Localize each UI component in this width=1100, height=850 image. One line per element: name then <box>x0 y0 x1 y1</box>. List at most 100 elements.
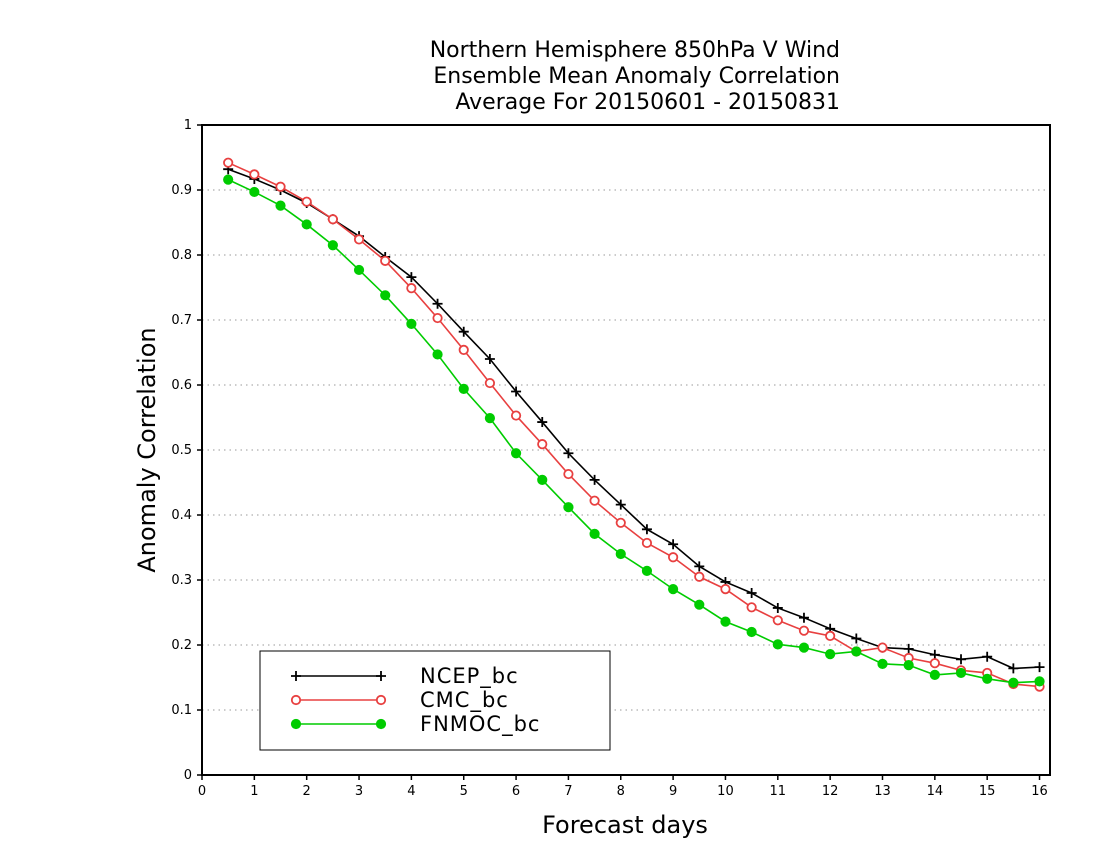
series-line <box>227 168 1040 670</box>
data-point <box>641 537 653 549</box>
x-tick-label: 0 <box>198 784 206 799</box>
data-point <box>223 157 234 168</box>
data-point <box>563 448 574 459</box>
data-point <box>615 517 626 528</box>
data-point <box>668 552 679 563</box>
series-ncep-bc <box>223 164 1045 674</box>
data-point <box>798 625 810 636</box>
x-tick-label: 1 <box>250 784 258 799</box>
data-point <box>746 602 757 613</box>
series-fnmoc-bc <box>223 174 1045 688</box>
data-point <box>1034 676 1045 687</box>
data-point <box>484 354 495 364</box>
data-point <box>825 630 836 642</box>
data-point <box>406 318 417 329</box>
data-point <box>249 169 260 180</box>
legend-marker <box>290 718 302 730</box>
data-point <box>353 264 365 276</box>
data-point <box>380 290 391 301</box>
x-tick-label: 9 <box>669 784 677 799</box>
data-point <box>589 528 600 539</box>
legend-label-ncep: NCEP_bc <box>420 664 519 689</box>
x-tick-label: 7 <box>564 784 572 799</box>
grid-lines <box>202 189 1050 711</box>
y-axis-title: Anomaly Correlation <box>133 327 161 572</box>
data-point <box>537 439 548 450</box>
y-tick-label: 0.1 <box>171 703 192 718</box>
data-point <box>484 413 496 424</box>
data-point <box>929 658 940 669</box>
data-point <box>877 642 888 653</box>
data-point <box>353 234 365 245</box>
chart-title-line-1: Northern Hemisphere 850hPa V Wind <box>430 38 840 63</box>
data-point <box>537 474 548 485</box>
data-point <box>458 326 469 337</box>
data-point <box>458 383 469 394</box>
data-point <box>641 524 652 535</box>
data-point <box>484 377 496 389</box>
data-point <box>798 612 809 623</box>
y-tick-label: 1 <box>184 118 192 133</box>
data-point <box>301 196 312 207</box>
x-tick-label: 12 <box>822 784 839 799</box>
data-point <box>982 673 993 684</box>
y-tick-label: 0.4 <box>171 508 192 523</box>
data-point <box>301 219 312 230</box>
data-point <box>1008 663 1019 674</box>
y-tick-label: 0.3 <box>171 573 192 588</box>
x-tick-label: 4 <box>407 784 415 799</box>
x-tick-label: 8 <box>617 784 625 799</box>
y-tick-label: 0.6 <box>171 378 192 393</box>
legend-marker <box>375 694 387 706</box>
data-point <box>432 349 443 360</box>
data-point <box>694 571 705 582</box>
data-point <box>668 539 679 550</box>
data-point <box>275 181 286 192</box>
series-cmc-bc <box>223 157 1045 692</box>
data-point <box>432 298 443 309</box>
legend-label-cmc: CMC_bc <box>420 688 509 713</box>
x-axis-title: Forecast days <box>542 811 708 839</box>
series-layer <box>223 157 1045 692</box>
x-tick-label: 3 <box>355 784 363 799</box>
x-tick-label: 16 <box>1031 784 1048 799</box>
data-point <box>380 255 391 266</box>
data-point <box>668 584 679 595</box>
data-point <box>615 548 626 560</box>
data-point <box>1034 662 1045 673</box>
x-tick-label: 13 <box>874 784 891 799</box>
data-point <box>641 565 653 577</box>
data-point <box>563 502 574 513</box>
data-point <box>510 410 522 421</box>
data-point <box>877 658 888 669</box>
legend-marker <box>376 671 386 681</box>
data-point <box>615 499 626 510</box>
data-point <box>406 272 417 283</box>
x-tick-label: 2 <box>303 784 311 799</box>
data-point <box>746 626 757 638</box>
legend-marker <box>291 671 301 681</box>
y-tick-label: 0.9 <box>171 183 192 198</box>
legend: NCEP_bc CMC_bc FNMOC_bc <box>259 650 611 751</box>
data-point <box>563 468 574 480</box>
axis-ticks: 00.10.20.30.40.50.60.70.80.910 1 2 3 4 5 6 7 8 9 1… <box>171 118 1047 799</box>
legend-marker <box>290 694 302 706</box>
legend-label-fnmoc: FNMOC_bc <box>420 712 540 737</box>
chart-title-line-2: Ensemble Mean Anomaly Correlation <box>433 64 840 89</box>
data-point <box>720 583 731 595</box>
data-point <box>955 667 967 679</box>
data-point <box>929 649 940 660</box>
data-point <box>249 186 260 198</box>
data-point <box>432 312 443 324</box>
legend-marks <box>290 671 387 730</box>
x-tick-label: 6 <box>512 784 520 799</box>
y-tick-label: 0.8 <box>171 248 192 263</box>
y-tick-label: 0.5 <box>171 443 192 458</box>
data-point <box>929 669 940 681</box>
data-point <box>956 654 967 665</box>
x-tick-label: 10 <box>717 784 734 799</box>
data-point <box>511 386 522 397</box>
data-point <box>851 646 862 657</box>
y-tick-label: 0.2 <box>171 638 192 653</box>
